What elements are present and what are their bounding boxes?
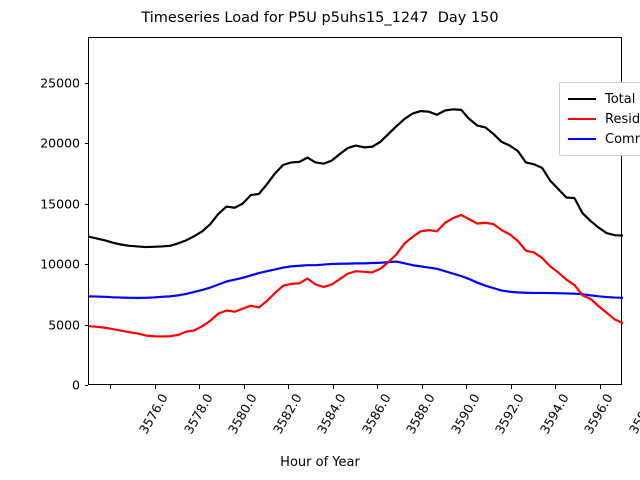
x-axis-label: Hour of Year — [280, 455, 360, 470]
chart-title: Timeseries Load for P5U p5uhs15_1247 Day… — [141, 10, 499, 26]
y-axis-label: kW total — [0, 125, 3, 180]
legend-label-commercial: Commercial — [605, 131, 640, 147]
x-tick-label: 3594.0 — [536, 391, 572, 437]
x-tick-label: 3586.0 — [358, 391, 394, 437]
y-tick-mark — [84, 143, 88, 145]
y-tick-label: 0 — [72, 377, 80, 393]
x-tick-mark — [466, 385, 468, 389]
x-tick-label: 3596.0 — [581, 391, 616, 437]
x-tick-label: 3598.0 — [625, 391, 640, 437]
x-tick-mark — [110, 385, 112, 389]
y-tick-mark — [84, 82, 88, 84]
y-tick-label: 20000 — [40, 135, 80, 151]
x-tick-label: 3576.0 — [136, 391, 171, 437]
y-tick-mark — [84, 203, 88, 205]
y-tick-label: 5000 — [48, 317, 80, 333]
x-tick-mark — [555, 385, 557, 389]
legend-swatch-total — [568, 98, 596, 100]
y-tick-mark — [84, 324, 88, 326]
x-tick-label: 3590.0 — [447, 391, 483, 437]
series-line-commercial — [89, 260, 623, 300]
legend-swatch-residential — [568, 118, 596, 120]
x-tick-label: 3580.0 — [225, 391, 260, 437]
x-tick-mark — [510, 385, 512, 389]
legend-item-residential: Residential — [568, 109, 640, 129]
x-tick-mark — [421, 385, 423, 389]
x-tick-label: 3578.0 — [180, 391, 216, 437]
x-tick-mark — [199, 385, 201, 389]
x-tick-label: 3582.0 — [269, 391, 305, 437]
series-line-total — [89, 108, 623, 249]
legend-label-total: Total — [605, 91, 636, 107]
x-tick-label: 3588.0 — [403, 391, 438, 437]
y-tick-mark — [84, 385, 88, 386]
plot-lines — [89, 108, 623, 338]
x-tick-label: 3592.0 — [492, 391, 527, 437]
legend-label-residential: Residential — [605, 111, 640, 127]
chart-legend: Total Residential Commercial — [559, 82, 640, 156]
y-tick-label: 25000 — [40, 75, 80, 91]
x-tick-mark — [332, 385, 334, 389]
legend-item-total: Total — [568, 89, 640, 109]
plot-area: Total Residential Commercial — [88, 37, 640, 385]
y-tick-label: 10000 — [40, 256, 80, 272]
x-tick-label: 3584.0 — [314, 391, 349, 437]
series-line-residential — [89, 213, 623, 338]
x-tick-mark — [154, 385, 156, 389]
y-tick-label: 15000 — [40, 196, 80, 212]
x-tick-mark — [599, 385, 601, 389]
y-tick-mark — [84, 264, 88, 266]
legend-swatch-commercial — [568, 138, 596, 140]
x-tick-mark — [288, 385, 290, 389]
legend-item-commercial: Commercial — [568, 129, 640, 149]
x-tick-mark — [243, 385, 245, 389]
x-tick-mark — [377, 385, 379, 389]
